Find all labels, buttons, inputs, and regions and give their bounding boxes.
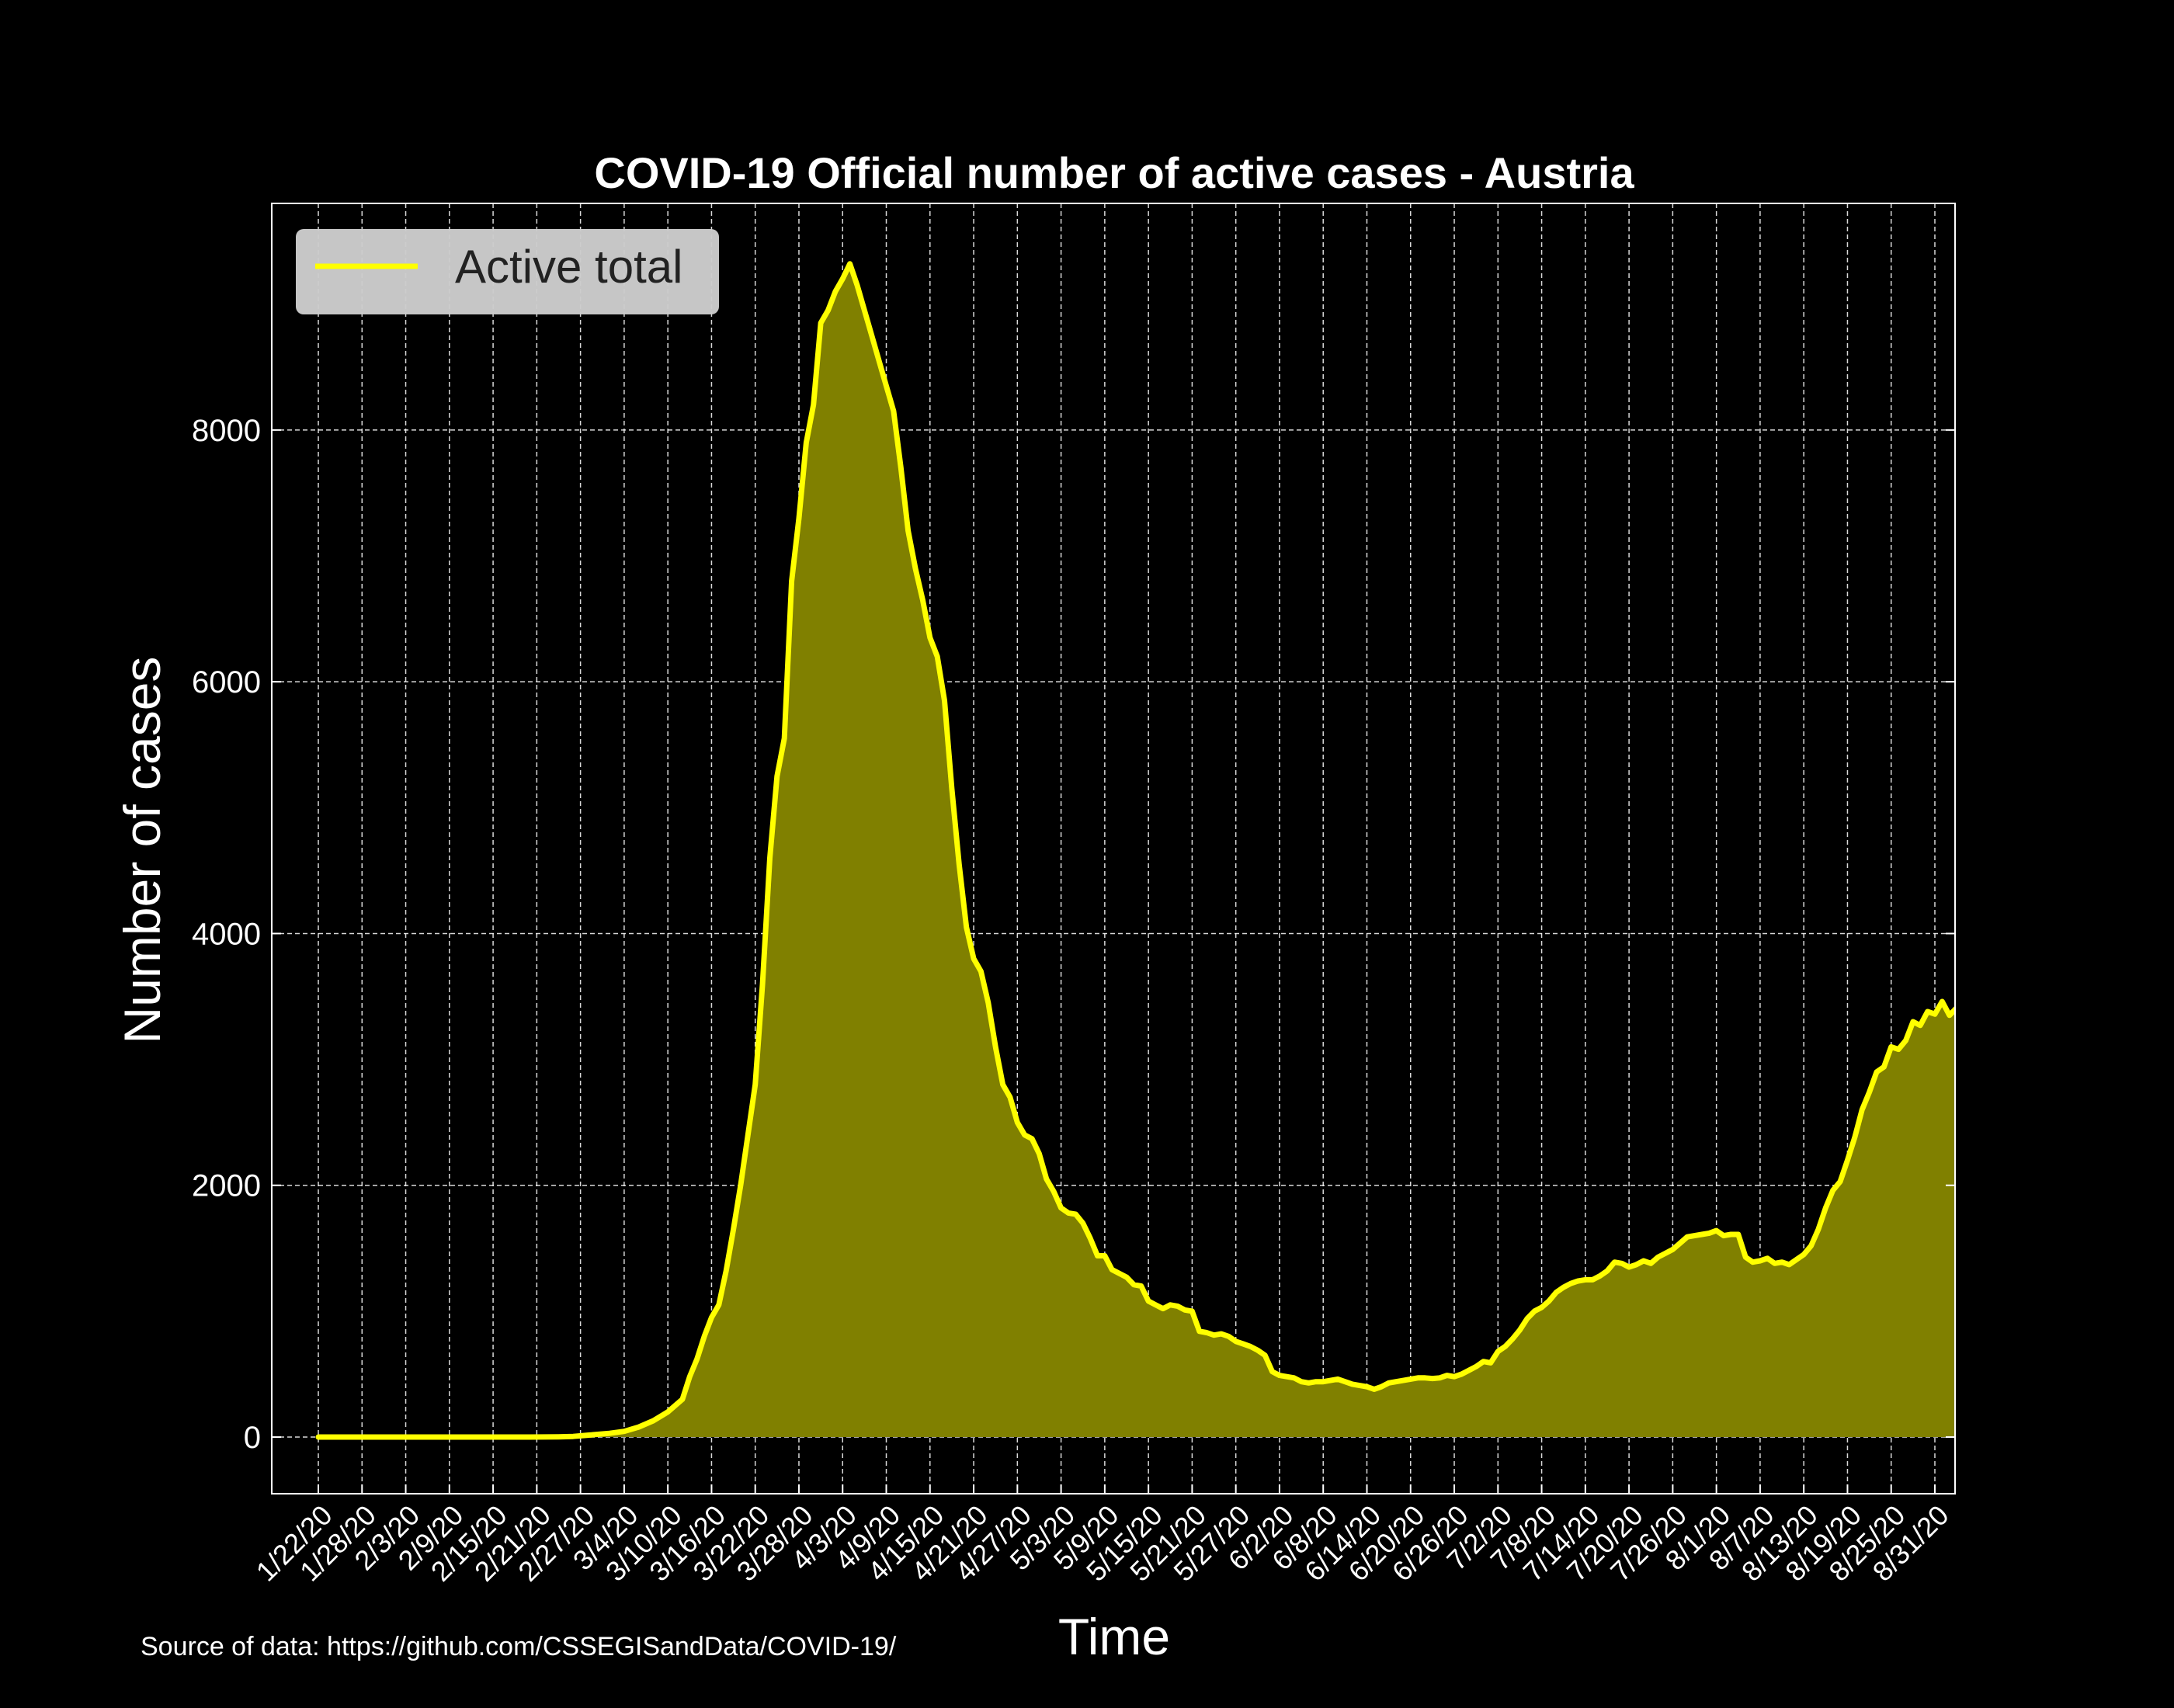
plot-frame [271,203,1956,1494]
source-note: Source of data: https://github.com/CSSEG… [141,1632,897,1661]
y-tick-label: 0 [244,1421,261,1455]
y-axis-ticks: 0 2000 4000 6000 8000 [192,414,1955,1455]
x-axis-label: Time [1058,1608,1170,1665]
y-tick-label: 8000 [192,414,261,448]
y-tick-label: 6000 [192,665,261,700]
series-line-active-total [315,261,1955,1440]
area-fill [318,263,1955,1437]
y-tick-label: 2000 [192,1169,261,1203]
y-tick-label: 4000 [192,917,261,951]
legend-box [296,229,719,314]
chart-title: COVID-19 Official number of active cases… [594,148,1634,197]
y-axis-label: Number of cases [113,657,171,1044]
legend: Active total [296,229,719,314]
legend-label: Active total [455,241,682,293]
plot-area [315,261,1955,1440]
